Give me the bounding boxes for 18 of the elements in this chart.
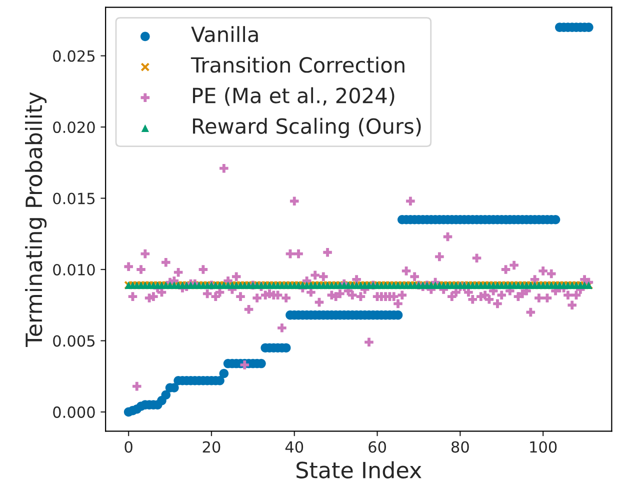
y-tick-label: 0.015 [53, 192, 95, 204]
x-tick-label: 0 [124, 441, 132, 453]
legend-label: PE (Ma et al., 2024) [193, 87, 394, 106]
x-tick-label: 20 [202, 441, 220, 453]
x-tick-label: 80 [452, 441, 469, 453]
y-tick-label: 0.005 [53, 335, 95, 347]
x-tick-label: 100 [530, 441, 557, 453]
x-axis-title: State Index [296, 461, 422, 478]
legend-label: Reward Scaling (Ours) [193, 118, 421, 138]
legend-label: Vanilla [191, 26, 258, 42]
y-tick-label: 0.020 [53, 121, 95, 134]
x-tick-label: 40 [285, 441, 304, 453]
legend-label: Transition Correction [190, 56, 404, 73]
y-tick-label: 0.010 [53, 264, 95, 276]
x-tick-label: 60 [368, 441, 386, 453]
y-tick-label: 0.000 [53, 406, 95, 418]
y-axis-title: Terminating Probability [25, 92, 47, 348]
y-tick-label: 0.025 [53, 50, 95, 62]
